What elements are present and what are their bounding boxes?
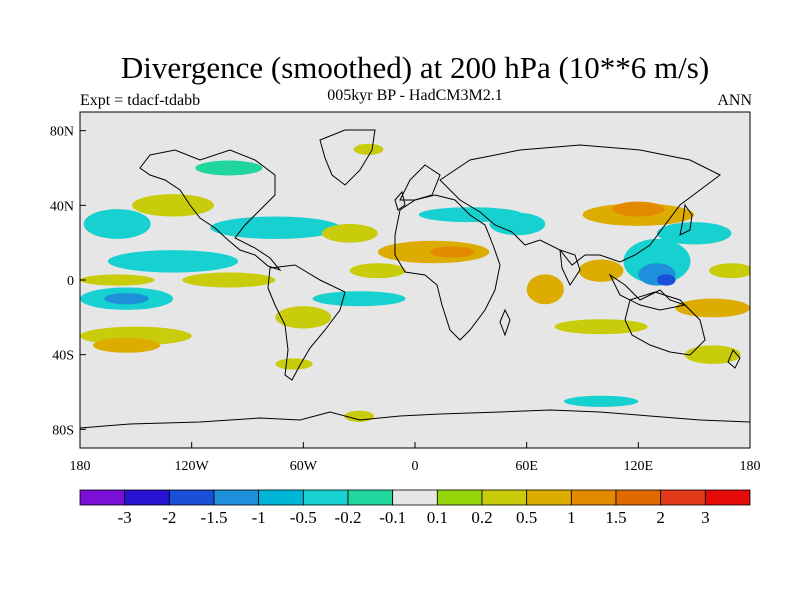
colorbar-swatch <box>615 489 662 506</box>
coastlines <box>80 129 750 448</box>
colorbar-label: 1 <box>567 508 576 527</box>
divergence-patch <box>526 274 564 305</box>
divergence-patch <box>104 293 149 305</box>
divergence-patch <box>107 250 239 273</box>
x-tick-label: 0 <box>412 459 419 474</box>
colorbar-swatch <box>258 489 304 506</box>
divergence-patch <box>210 216 341 239</box>
colorbar-label: 0.5 <box>516 508 537 527</box>
colorbar-label: 1.5 <box>605 508 626 527</box>
x-tick-label: 180 <box>740 459 761 474</box>
colorbar-label: -1 <box>252 508 266 527</box>
divergence-patch <box>554 319 648 335</box>
map-axes: 180 120W 60W 0 60E 120E 180 80N 40N 0 40S 80S <box>50 125 761 474</box>
colorbar-label: 2 <box>656 508 665 527</box>
colorbar-label: -0.2 <box>335 508 362 527</box>
divergence-patch <box>429 246 475 258</box>
divergence-patch <box>709 263 750 279</box>
colorbar-swatch <box>124 489 170 506</box>
divergence-patch <box>489 212 546 236</box>
divergence-patch <box>684 345 741 364</box>
chart-title: Divergence (smoothed) at 200 hPa (10**6 … <box>120 50 710 85</box>
divergence-patch <box>275 306 332 329</box>
y-tick-label: 40N <box>50 199 74 214</box>
colorbar-swatch <box>704 489 751 506</box>
colorbar-label: 0.1 <box>427 508 448 527</box>
y-tick-label: 80S <box>52 423 74 438</box>
colorbar-label: -0.5 <box>290 508 317 527</box>
colorbar-swatch <box>79 489 126 506</box>
colorbar: -3 -2 -1.5 -1 -0.5 -0.2 -0.1 0.1 0.2 0.5 1 1.5 2 3 <box>79 489 751 527</box>
colorbar-swatch <box>347 489 394 506</box>
divergence-patch <box>83 209 151 239</box>
colorbar-label: -0.1 <box>379 508 406 527</box>
divergence-patch <box>195 160 263 176</box>
divergence-patch <box>656 274 676 286</box>
x-tick-label: 60E <box>515 459 538 474</box>
divergence-patch <box>563 395 639 407</box>
y-tick-label: 0 <box>67 274 74 289</box>
colorbar-swatch <box>481 489 528 506</box>
y-tick-label: 80N <box>50 125 74 140</box>
x-tick-label: 120W <box>175 459 210 474</box>
chart-subtitle: 005kyr BP - HadCM3M2.1 <box>327 87 503 104</box>
divergence-field <box>80 143 750 422</box>
colorbar-label: 0.2 <box>471 508 492 527</box>
divergence-patch <box>578 259 624 282</box>
x-tick-label: 120E <box>624 459 654 474</box>
divergence-patch <box>93 337 161 353</box>
divergence-patch <box>312 291 406 307</box>
colorbar-swatch <box>570 489 617 506</box>
divergence-patch <box>612 201 665 217</box>
colorbar-label: -1.5 <box>201 508 228 527</box>
divergence-patch <box>275 358 313 370</box>
experiment-label: Expt = tdacf-tdabb <box>80 92 201 109</box>
divergence-patch <box>182 272 276 288</box>
divergence-patch <box>675 298 750 318</box>
colorbar-swatch <box>660 489 706 506</box>
divergence-patch <box>656 222 732 245</box>
colorbar-swatch <box>302 489 349 506</box>
colorbar-swatch <box>436 489 483 506</box>
colorbar-swatch <box>392 489 438 506</box>
colorbar-swatch <box>168 489 215 506</box>
colorbar-swatch <box>213 489 260 506</box>
divergence-patch <box>80 274 155 286</box>
colorbar-label: -3 <box>118 508 132 527</box>
colorbar-label: 3 <box>701 508 710 527</box>
divergence-patch <box>132 194 214 217</box>
divergence-patch <box>321 224 378 243</box>
x-tick-label: 180 <box>70 459 91 474</box>
divergence-patch <box>349 263 406 279</box>
x-tick-label: 60W <box>290 459 318 474</box>
colorbar-swatch <box>526 489 572 506</box>
divergence-patch <box>353 143 384 155</box>
y-tick-label: 40S <box>52 349 74 364</box>
colorbar-label: -2 <box>162 508 176 527</box>
season-label: ANN <box>717 92 752 109</box>
